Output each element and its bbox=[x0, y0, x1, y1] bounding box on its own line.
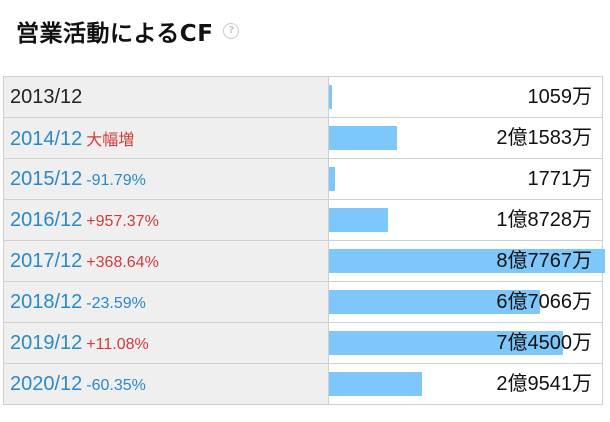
table-row: 2017/12 +368.64% 8億7767万 bbox=[3, 240, 605, 282]
row-label-cell: 2014/12 大幅増 bbox=[3, 117, 329, 159]
year-link: 2013/12 bbox=[10, 85, 83, 108]
change-rate: -91.79% bbox=[86, 171, 146, 189]
change-rate: -23.59% bbox=[86, 294, 146, 312]
value-bar bbox=[329, 126, 397, 150]
value-cell: 7億4500万 bbox=[328, 322, 603, 364]
change-rate: 大幅増 bbox=[86, 131, 135, 149]
change-rate: +957.37% bbox=[86, 212, 159, 230]
table-row: 2013/12 1059万 bbox=[3, 76, 603, 118]
value-cell: 6億7066万 bbox=[328, 281, 603, 323]
year-link[interactable]: 2015/12 bbox=[10, 167, 83, 190]
cashflow-table: 2013/12 1059万 2014/12 大幅増 2億1583万 2015/12 -91.… bbox=[3, 76, 605, 405]
page-title: 営業活動によるCF bbox=[16, 21, 214, 47]
year-link[interactable]: 2020/12 bbox=[10, 372, 83, 395]
title-bar: 営業活動によるCF ? bbox=[16, 14, 240, 48]
value-bar bbox=[329, 331, 563, 355]
help-icon[interactable]: ? bbox=[223, 23, 240, 39]
year-link[interactable]: 2017/12 bbox=[10, 249, 83, 272]
amount-value: 8億7767万 bbox=[496, 250, 592, 272]
change-rate: +368.64% bbox=[86, 253, 159, 271]
row-label-cell: 2013/12 bbox=[3, 76, 329, 118]
year-link[interactable]: 2019/12 bbox=[10, 331, 83, 354]
amount-value: 7億4500万 bbox=[496, 332, 592, 354]
table-row: 2020/12 -60.35% 2億9541万 bbox=[3, 363, 603, 405]
value-cell: 2億1583万 bbox=[328, 117, 603, 159]
row-label-cell: 2018/12 -23.59% bbox=[3, 281, 329, 323]
row-label-cell: 2015/12 -91.79% bbox=[3, 158, 329, 200]
row-label-cell: 2020/12 -60.35% bbox=[3, 363, 329, 405]
amount-value: 6億7066万 bbox=[496, 291, 592, 313]
value-cell: 1059万 bbox=[328, 76, 603, 118]
year-link[interactable]: 2016/12 bbox=[10, 208, 83, 231]
table-row: 2018/12 -23.59% 6億7066万 bbox=[3, 281, 603, 323]
value-cell: 1億8728万 bbox=[328, 199, 603, 241]
table-row: 2014/12 大幅増 2億1583万 bbox=[3, 117, 603, 159]
row-label-cell: 2017/12 +368.64% bbox=[3, 240, 329, 282]
value-cell: 8億7767万 bbox=[328, 240, 605, 282]
table-row: 2016/12 +957.37% 1億8728万 bbox=[3, 199, 603, 241]
row-label-cell: 2016/12 +957.37% bbox=[3, 199, 329, 241]
amount-value: 1億8728万 bbox=[496, 209, 592, 231]
value-bar bbox=[329, 372, 422, 396]
amount-value: 2億1583万 bbox=[496, 127, 592, 149]
year-link[interactable]: 2014/12 bbox=[10, 127, 83, 150]
value-bar bbox=[329, 167, 335, 191]
amount-value: 1771万 bbox=[527, 168, 593, 190]
value-bar bbox=[329, 249, 605, 273]
year-link[interactable]: 2018/12 bbox=[10, 290, 83, 313]
value-bar bbox=[329, 208, 388, 232]
value-cell: 2億9541万 bbox=[328, 363, 603, 405]
value-cell: 1771万 bbox=[328, 158, 603, 200]
amount-value: 1059万 bbox=[527, 86, 593, 108]
amount-value: 2億9541万 bbox=[496, 373, 592, 395]
value-bar bbox=[329, 85, 332, 109]
value-bar bbox=[329, 290, 540, 314]
row-label-cell: 2019/12 +11.08% bbox=[3, 322, 329, 364]
table-row: 2019/12 +11.08% 7億4500万 bbox=[3, 322, 603, 364]
change-rate: -60.35% bbox=[86, 376, 146, 394]
table-row: 2015/12 -91.79% 1771万 bbox=[3, 158, 603, 200]
change-rate: +11.08% bbox=[86, 335, 149, 353]
